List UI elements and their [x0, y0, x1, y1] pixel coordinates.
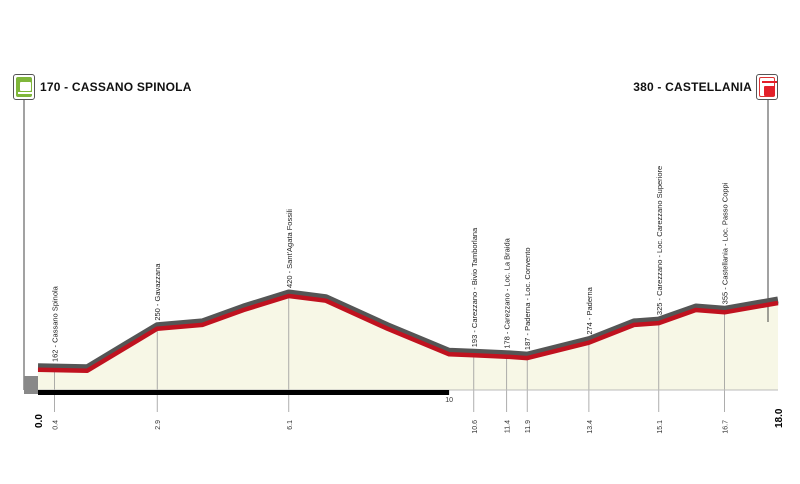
- start-flag-icon: [13, 74, 35, 100]
- km-marker-label: 10: [445, 397, 453, 404]
- profile-fill-layer: [23, 100, 778, 394]
- km-black-bar: [38, 390, 450, 395]
- start-block: [24, 376, 38, 394]
- waypoint-label: 187 - Paderna - Loc. Convento: [523, 247, 532, 350]
- km-tick-label: 11.9: [525, 420, 532, 433]
- tick-labels-layer: 0.4 2.9 6.1 10.6 11.4 11.9 13.4 15.1 16.7 10 0.0 18…: [34, 397, 785, 434]
- waypoint-label: 325 - Carezzano - Loc. Carezzano Superio…: [655, 166, 664, 315]
- waypoint-label: 178 - Carezzano - Loc. La Braida: [503, 237, 512, 348]
- road-line: [37, 293, 779, 373]
- road-layer: [37, 289, 779, 373]
- km-tick-label: 10.6: [472, 420, 479, 434]
- km-tick-label: 0.4: [52, 420, 59, 430]
- km-tick-label: 11.4: [505, 420, 512, 433]
- waypoint-label: 420 - Sant'Agata Fossili: [285, 209, 294, 288]
- waypoint-labels-layer: 162 - Cassano Spinola 250 - Gavazzana 420 …: [50, 166, 729, 362]
- road-shadow: [37, 289, 779, 372]
- waypoint-label: 250 - Gavazzana: [153, 263, 162, 321]
- axis-end-label: 18.0: [774, 408, 785, 428]
- axis-start-label: 0.0: [34, 414, 45, 428]
- km-tick-label: 6.1: [287, 420, 294, 430]
- finish-flag-icon: [756, 74, 778, 100]
- km-tick-label: 2.9: [155, 420, 162, 430]
- axis-layer: [38, 389, 778, 395]
- waypoint-lines-layer: [54, 296, 725, 412]
- waypoint-label: 274 - Paderna: [585, 286, 594, 334]
- km-tick-label: 13.4: [587, 420, 594, 434]
- km-tick-label: 16.7: [723, 420, 730, 434]
- km-tick-label: 15.1: [657, 420, 664, 434]
- waypoint-label: 355 - Castellania - Loc. Passo Coppi: [721, 182, 730, 304]
- finish-label: 380 - CASTELLANIA: [633, 80, 752, 94]
- waypoint-label: 162 - Cassano Spinola: [50, 285, 59, 362]
- profile-area: [38, 296, 778, 390]
- start-label: 170 - CASSANO SPINOLA: [40, 80, 192, 94]
- waypoint-label: 193 - Carezzano - Bivio Tamborlana: [470, 227, 479, 347]
